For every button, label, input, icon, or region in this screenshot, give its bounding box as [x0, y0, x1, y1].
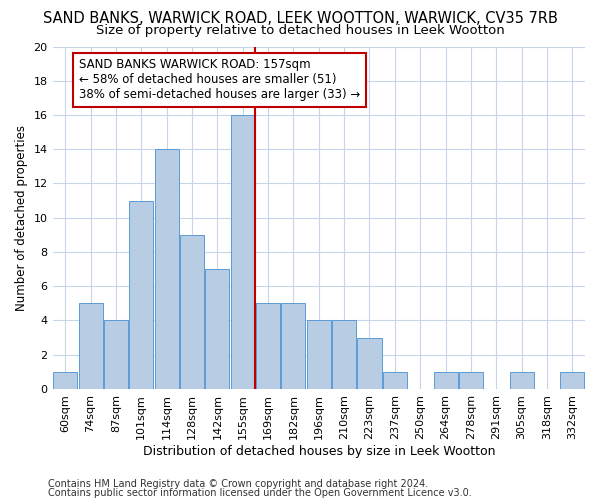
Y-axis label: Number of detached properties: Number of detached properties [15, 124, 28, 310]
Bar [129, 200, 154, 389]
Text: Size of property relative to detached houses in Leek Wootton: Size of property relative to detached ho… [95, 24, 505, 37]
Bar [104, 320, 128, 389]
Bar [509, 372, 533, 389]
Bar [358, 338, 382, 389]
Bar [256, 304, 280, 389]
Bar [383, 372, 407, 389]
Text: SAND BANKS, WARWICK ROAD, LEEK WOOTTON, WARWICK, CV35 7RB: SAND BANKS, WARWICK ROAD, LEEK WOOTTON, … [43, 11, 557, 26]
Bar [79, 304, 103, 389]
Bar [205, 269, 229, 389]
Bar [281, 304, 305, 389]
Bar [560, 372, 584, 389]
Text: SAND BANKS WARWICK ROAD: 157sqm
← 58% of detached houses are smaller (51)
38% of: SAND BANKS WARWICK ROAD: 157sqm ← 58% of… [79, 58, 361, 102]
Bar [230, 115, 255, 389]
Bar [53, 372, 77, 389]
Bar [155, 149, 179, 389]
Bar [459, 372, 483, 389]
Bar [332, 320, 356, 389]
Bar [434, 372, 458, 389]
Text: Contains public sector information licensed under the Open Government Licence v3: Contains public sector information licen… [48, 488, 472, 498]
X-axis label: Distribution of detached houses by size in Leek Wootton: Distribution of detached houses by size … [143, 444, 495, 458]
Text: Contains HM Land Registry data © Crown copyright and database right 2024.: Contains HM Land Registry data © Crown c… [48, 479, 428, 489]
Bar [180, 235, 204, 389]
Bar [307, 320, 331, 389]
